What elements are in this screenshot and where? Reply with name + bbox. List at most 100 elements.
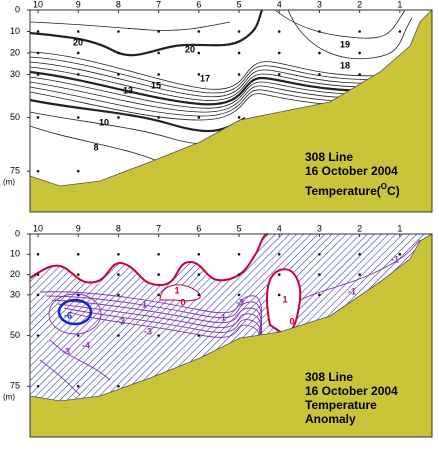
contour-line [29, 111, 231, 144]
sample-dot [197, 334, 201, 337]
sample-dot [36, 73, 40, 76]
sample-dot [358, 51, 361, 55]
x-tick-label: 3 [317, 223, 322, 233]
sample-dot [237, 30, 241, 33]
sample-dot [237, 116, 241, 119]
sample-dot [277, 253, 281, 256]
sample-dot [36, 169, 40, 173]
contour-label: 10 [99, 117, 109, 127]
unit-text: Temperature( [305, 184, 381, 198]
contour-label: -1 [391, 254, 399, 264]
contour-line [48, 293, 102, 335]
contour-label: 20 [73, 37, 83, 47]
contour-line [29, 86, 431, 117]
contour-line [57, 298, 93, 326]
annotation: 308 Line [305, 370, 353, 384]
sample-dot [197, 116, 201, 119]
positive-region [266, 268, 302, 337]
sample-dot [76, 273, 80, 276]
sample-dot [358, 30, 361, 33]
sample-dot [157, 273, 160, 276]
contour-line [29, 56, 431, 94]
y-tick-label: 50 [10, 112, 20, 122]
sample-dot [117, 334, 120, 337]
x-tick-label: 2 [357, 223, 362, 233]
sample-dot [318, 30, 321, 33]
sample-dot [157, 334, 160, 337]
x-tick-label: 6 [196, 0, 201, 9]
contour-label: 15 [151, 80, 161, 90]
x-tick-label: 10 [33, 0, 43, 9]
contour-label: -3 [62, 346, 70, 356]
sample-dot [36, 116, 40, 119]
sample-dot [76, 73, 80, 76]
sample-dot [197, 253, 201, 256]
x-tick-label: 1 [397, 0, 402, 9]
sample-dot [76, 30, 80, 33]
sample-dot [358, 273, 361, 276]
contour-line [274, 9, 406, 39]
sample-dot [157, 73, 160, 76]
y-tick-label: 20 [10, 269, 20, 279]
y-tick-label: 0 [15, 4, 20, 14]
positive-region [159, 284, 201, 302]
contour-line [29, 125, 156, 161]
annotation: 308 Line [305, 150, 353, 164]
sample-dot [157, 30, 160, 33]
contour-line [29, 70, 431, 106]
annotation: 16 October 2004 [305, 164, 398, 178]
x-tick-label: 10 [33, 223, 43, 233]
sample-dot [277, 51, 281, 55]
sample-dot [76, 334, 80, 337]
sample-dot [358, 253, 361, 256]
contour-label: 17 [200, 73, 210, 83]
sample-dot [36, 273, 40, 276]
sample-dot [197, 51, 201, 55]
y-tick-label: 10 [10, 26, 20, 36]
sample-dot [117, 384, 120, 388]
y-unit: (m) [3, 177, 15, 186]
y-tick-label: 20 [10, 47, 20, 57]
x-tick-label: 6 [196, 223, 201, 233]
x-tick-label: 9 [76, 0, 81, 9]
sample-dot [76, 253, 80, 256]
panel-frame [29, 9, 433, 213]
contour-label: 0 [289, 316, 294, 326]
contour-label: -3 [236, 297, 244, 307]
zero-contour [29, 233, 269, 287]
x-tick-label: 8 [116, 223, 121, 233]
sample-dot [318, 253, 321, 256]
sample-dot [36, 384, 40, 388]
sample-dot [76, 116, 80, 119]
contour-label: -4 [82, 340, 90, 350]
contour-label: 1 [174, 285, 179, 295]
sample-dot [318, 51, 321, 55]
contour-label: -1 [139, 299, 147, 309]
sample-dot [117, 73, 120, 76]
contour-line [29, 21, 231, 31]
contour-label: 20 [185, 44, 195, 54]
contour-line [29, 76, 431, 109]
sample-dot [117, 30, 120, 33]
contour-label: 0 [180, 297, 185, 307]
sample-dot [117, 273, 120, 276]
sample-dot [237, 51, 241, 55]
sample-dot [117, 253, 120, 256]
sample-dot [197, 30, 201, 33]
contour-line [29, 61, 431, 98]
x-tick-label: 4 [277, 0, 282, 9]
sample-dot [36, 253, 40, 256]
x-tick-label: 7 [156, 0, 161, 9]
contour-line [49, 339, 111, 381]
y-tick-label: 0 [15, 228, 20, 238]
sample-dot [318, 293, 321, 297]
contour-label: 1 [282, 294, 287, 304]
x-tick-label: 2 [357, 0, 362, 9]
x-tick-label: 5 [237, 0, 242, 9]
sample-dot [157, 293, 160, 297]
y-tick-label: 10 [10, 249, 20, 259]
y-tick-label: 75 [10, 381, 20, 391]
contour-label: -1 [218, 312, 226, 322]
contour-line [287, 9, 413, 60]
